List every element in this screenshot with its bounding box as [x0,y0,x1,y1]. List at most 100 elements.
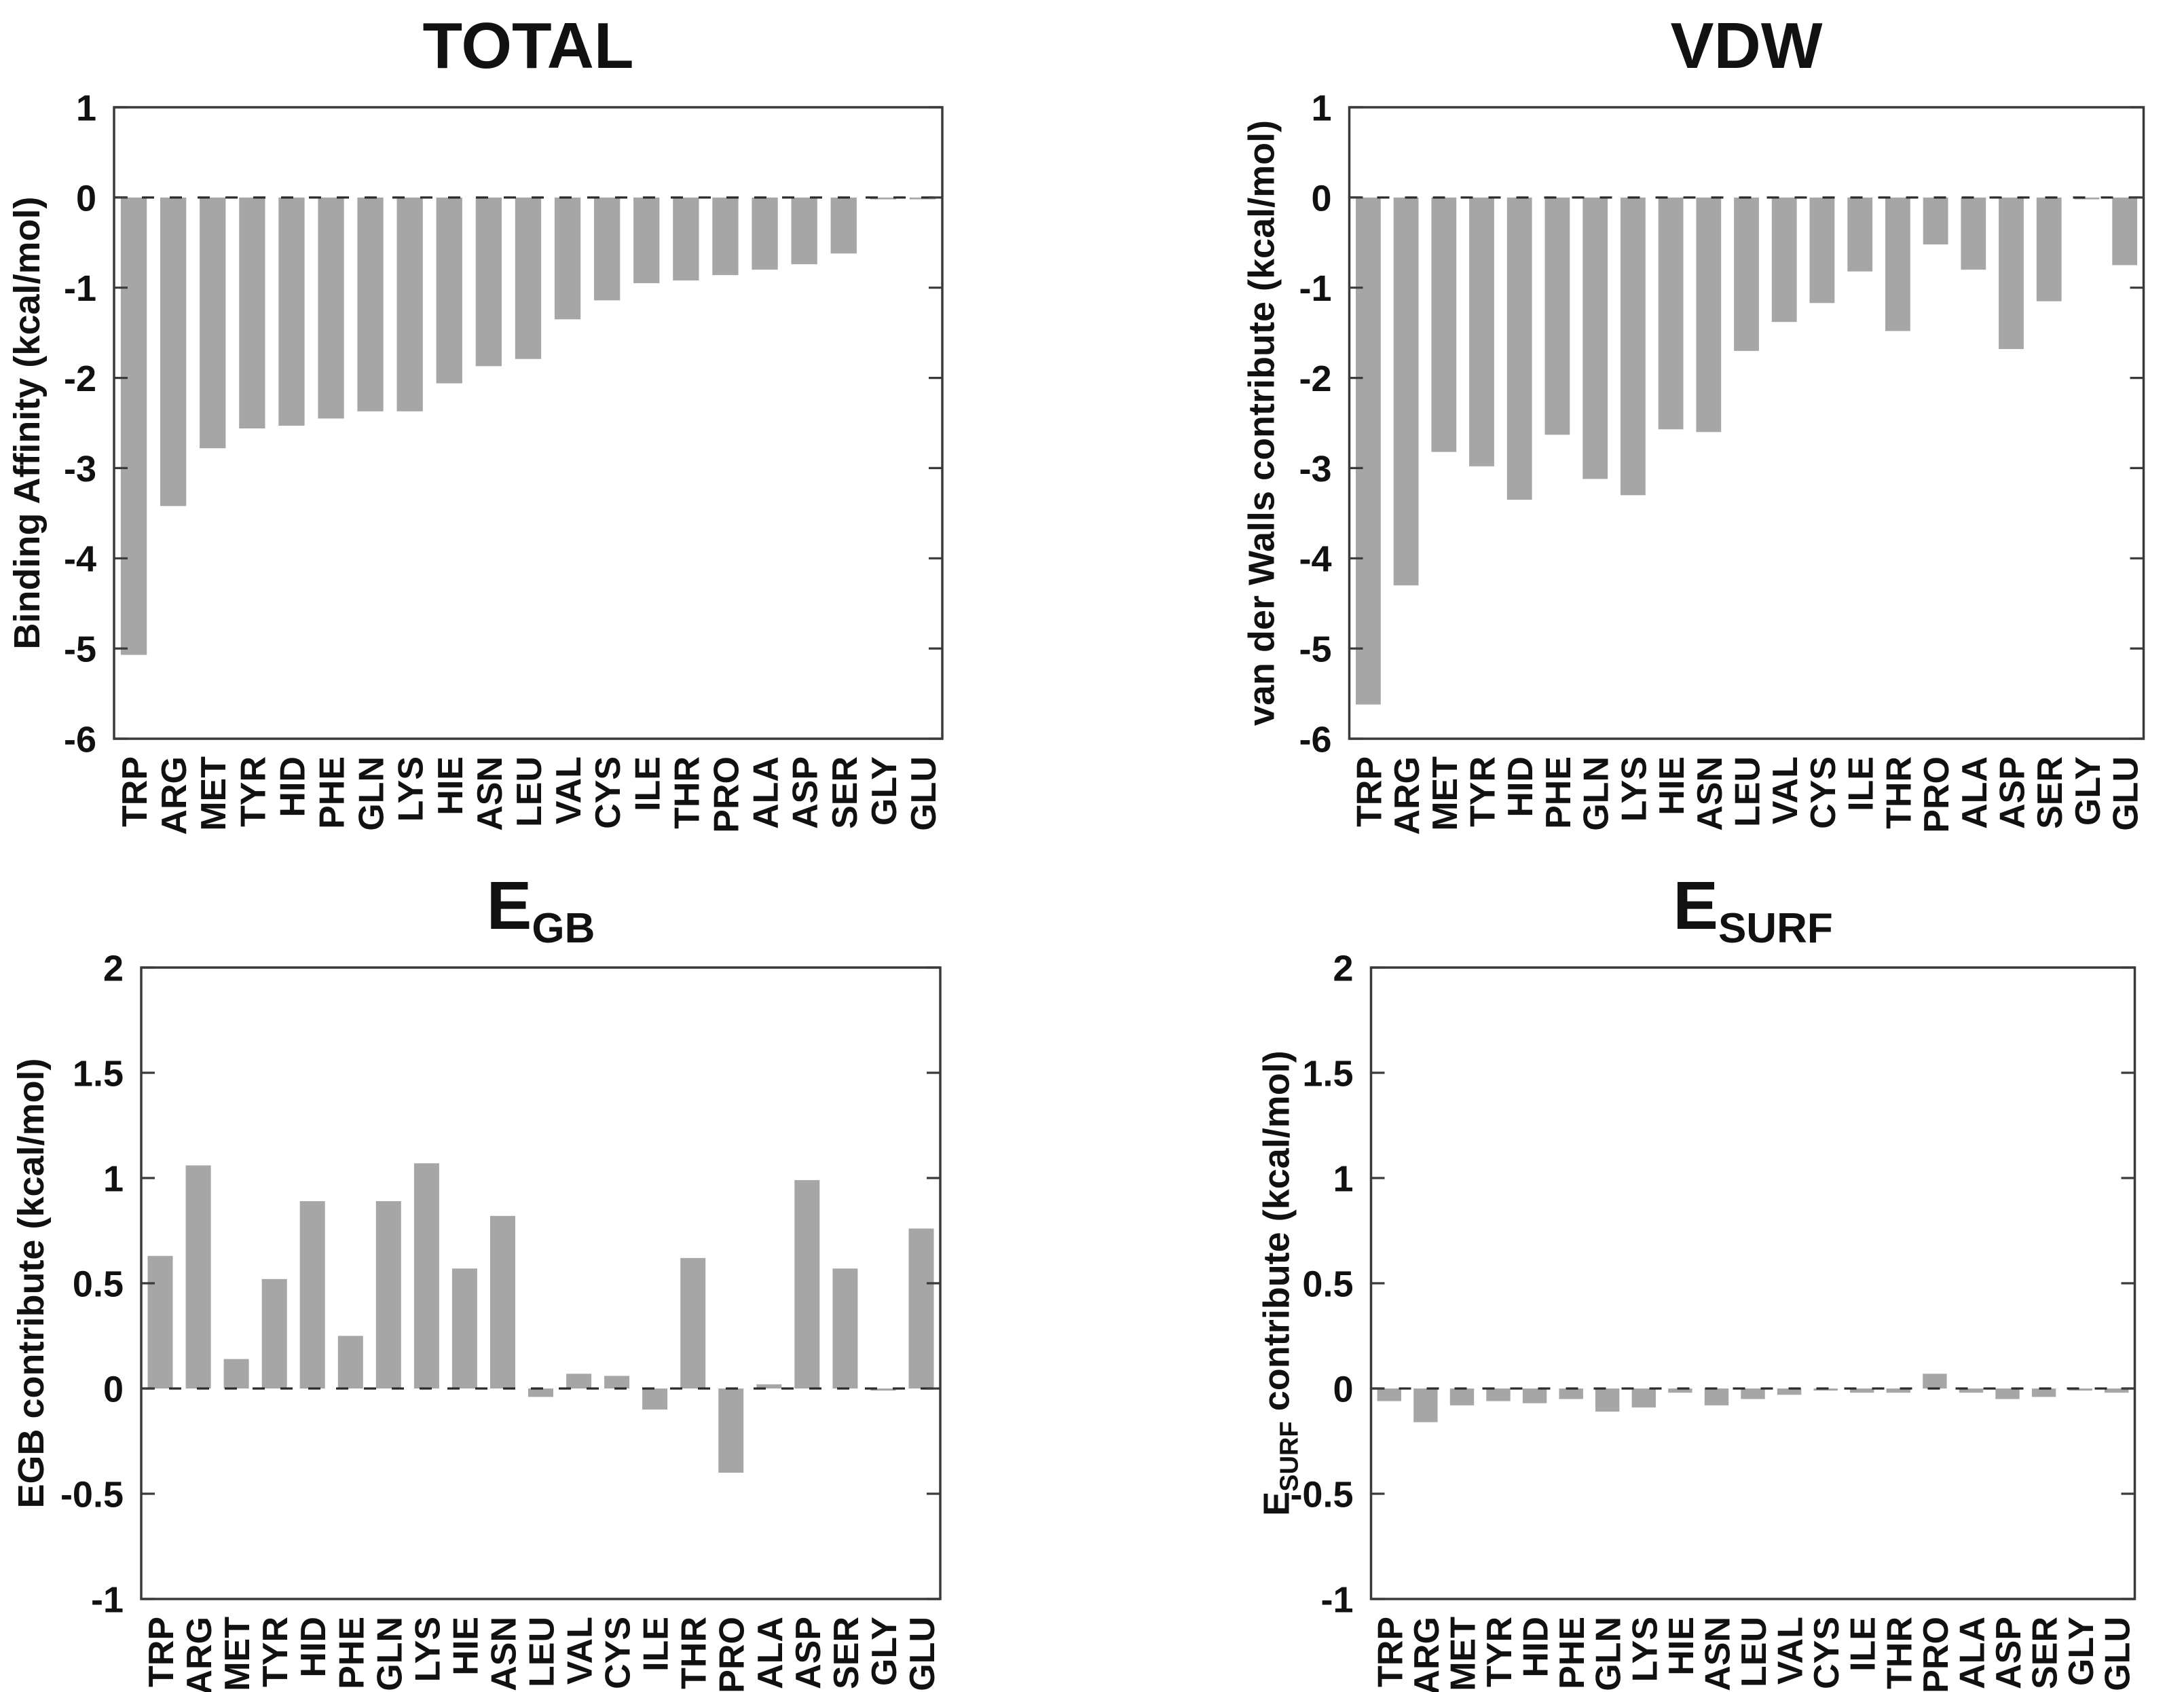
x-tick-label-trp: TRP [1371,1617,1410,1687]
y-tick-label: -3 [64,449,96,490]
bar-tyr [1486,1388,1511,1401]
x-tick-label-leu: LEU [1728,756,1768,827]
y-axis-title-text: van der Walls contribute (kcal/mol) [1242,120,1282,726]
x-tick-label-ile: ILE [1842,756,1881,811]
bar-pro [1923,197,1948,244]
y-tick-label: -6 [64,719,96,760]
x-tick-label-trp: TRP [142,1617,181,1687]
y-tick-label: -3 [1299,449,1331,490]
bar-arg [185,1165,211,1388]
x-tick-label-leu: LEU [523,1617,562,1687]
y-tick-label: 0 [103,1369,124,1410]
x-tick-label-met: MET [1443,1617,1483,1691]
y-axis-title-text: ESURF​ contribute (kcal/mol) [1257,1050,1304,1516]
egb-bars [147,1163,934,1473]
bar-val [554,197,581,320]
bar-phe [1559,1388,1583,1399]
y-tick-label: 0.5 [1302,1264,1353,1304]
bar-leu [515,197,542,359]
x-tick-label-phe: PHE [1539,756,1578,829]
y-tick-label: -1 [1299,268,1331,309]
x-tick-label-asp: ASP [786,756,826,829]
y-tick-label: -0.5 [60,1474,124,1515]
bar-phe [1544,197,1570,435]
y-axis-ticks: 2 1.5 1 0.5 0 -0.5 -1 [60,948,940,1620]
bar-hid [1506,197,1532,500]
plot-box [140,966,942,1600]
bar-met [223,1359,249,1388]
x-tick-label-thr: THR [1879,756,1919,829]
y-tick-label: -1 [64,268,96,309]
x-tick-label-val: VAL [561,1617,600,1685]
bar-ile [642,1388,668,1410]
y-axis-title-text: Binding Affinity (kcal/mol) [7,197,48,650]
bar-arg [1413,1388,1438,1422]
bar-ala [1961,197,1986,270]
x-tick-label-lys: LYS [1614,756,1654,822]
bar-thr [673,197,699,281]
total-bars [120,197,936,655]
bar-leu [528,1388,553,1397]
bar-lys [1631,1388,1656,1408]
y-tick-label: 2 [103,948,124,989]
x-tick-label-lys: LYS [408,1617,447,1682]
bar-lys [1621,197,1646,496]
bar-met [1431,197,1457,452]
esurf-bars [1377,1374,2129,1422]
x-tick-label-trp: TRP [1350,756,1389,827]
y-tick-label: 0.5 [73,1264,124,1304]
y-axis-ticks: 1 0 -1 -2 -3 -4 -5 -6 [64,88,942,760]
y-tick-label: -4 [64,539,96,580]
y-axis-ticks: 1 0 -1 -2 -3 -4 -5 -6 [1299,88,2144,760]
x-tick-label-ala: ALA [747,756,786,829]
chart-title-vdw: VDW [1671,10,1823,82]
plot-box [1369,966,2136,1600]
bar-hie [1658,197,1684,430]
bar-ile [1847,197,1873,272]
x-tick-label-hid: HID [1517,1617,1556,1678]
bar-ala [752,197,778,270]
bar-asp [1999,197,2024,350]
x-tick-label-hid: HID [294,1617,333,1678]
bar-thr [1886,1388,1910,1393]
bar-gln [357,197,384,411]
x-axis-labels: TRPARGMETTYRHIDPHEGLNLYSHIEASNLEUVALCYSI… [1350,756,2145,835]
total-binding-affinity-chart: 1 0 -1 -2 -3 -4 -5 -6 TRP ARG MET TYR HID PHE GLN LYS HI… [7,10,944,835]
x-tick-label-cys: CYS [599,1617,638,1689]
x-tick-label-arg: ARG [1407,1617,1447,1692]
bar-gln [375,1201,401,1388]
y-tick-label: 0 [1333,1369,1353,1410]
x-tick-label-gly: GLY [865,756,904,826]
y-axis-title-egb: EGB contribute (kcal/mol) [11,1058,52,1508]
x-tick-label-glu: GLU [904,756,944,831]
x-tick-label-val: VAL [549,756,589,824]
bar-glu [2112,197,2138,265]
bar-ser [832,1268,858,1388]
y-tick-label: 1 [76,88,96,128]
bar-phe [337,1336,363,1388]
x-tick-label-glu: GLU [2107,756,2146,831]
esurf-contribution-chart: 2 1.5 1 0.5 0 -0.5 -1 TRPARGMETTYRHIDPHEGLNLYSH… [1257,868,2138,1692]
x-tick-label-tyr: TYR [234,756,273,827]
x-tick-label-phe: PHE [332,1617,371,1689]
y-tick-label: -5 [1299,629,1331,670]
x-tick-label-ala: ALA [1955,756,1995,829]
bar-met [1449,1388,1475,1405]
y-tick-label: 1 [1311,88,1331,128]
x-tick-label-ala: ALA [751,1617,790,1689]
x-tick-label-met: MET [194,756,234,831]
x-tick-label-lys: LYS [392,756,431,822]
x-tick-label-asp: ASP [789,1617,828,1689]
x-tick-label-asp: ASP [1993,756,2033,829]
bar-thr [1885,197,1910,331]
chart-title-egb: EGB [487,868,595,952]
x-tick-label-gly: GLY [865,1617,904,1686]
bar-hid [278,197,305,426]
bar-asp [1995,1388,2020,1399]
bar-gly [870,197,896,200]
x-tick-label-asn: ASN [1698,1617,1737,1691]
x-tick-label-ala: ALA [1952,1617,1992,1689]
bar-gly [2074,197,2100,200]
x-tick-label-cys: CYS [1807,1617,1847,1689]
